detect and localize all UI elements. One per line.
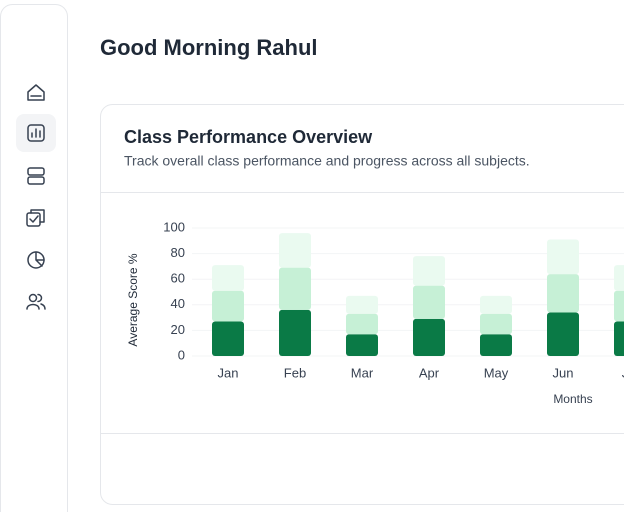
bar-segment [413,285,445,319]
x-tick-label: May [484,365,509,380]
bar-segment [346,313,378,335]
x-tick-label: Jan [218,365,239,380]
y-tick-label: 40 [171,296,185,311]
bar-segment [413,318,445,356]
nav-home[interactable] [27,84,45,101]
nav-layout[interactable] [27,167,45,185]
x-tick-label: Jun [553,365,574,380]
bar-segment [279,267,311,310]
card-title: Class Performance Overview [124,127,373,147]
y-tick-label: 20 [171,322,185,337]
y-tick-label: 80 [171,245,185,260]
bar-segment [547,239,579,275]
bar-segment [480,334,512,356]
greeting: Good Morning Rahul [100,35,318,60]
bar-segment [547,274,579,313]
bar-segment [480,295,512,314]
x-axis-label: Months [553,392,592,406]
bar-segment [413,256,445,286]
bar-segment [212,265,244,291]
y-tick-label: 0 [178,347,185,362]
bar-segment [547,312,579,356]
bar-segment [212,290,244,322]
x-tick-label: Feb [284,365,306,380]
bar-segment [614,265,624,291]
nav-tasks[interactable] [26,209,45,227]
bar-segment [614,321,624,356]
bar-segment [279,309,311,356]
nav-analytics[interactable] [27,251,45,269]
bar-segment [480,313,512,335]
y-tick-label: 100 [163,219,185,234]
y-axis-label: Average Score % [126,253,140,346]
sidebar [0,4,68,512]
nav-users[interactable] [26,293,46,310]
bar-segment [614,290,624,322]
x-tick-label: Mar [351,365,374,380]
nav-reports[interactable] [27,124,45,142]
bar-segment [346,295,378,314]
card-subtitle: Track overall class performance and prog… [124,153,530,169]
bar-segment [212,321,244,356]
bar-segment [346,334,378,356]
y-tick-label: 60 [171,271,185,286]
x-tick-label: Apr [419,365,440,380]
bar-segment [279,233,311,268]
x-tick-label: Jul [622,365,624,380]
